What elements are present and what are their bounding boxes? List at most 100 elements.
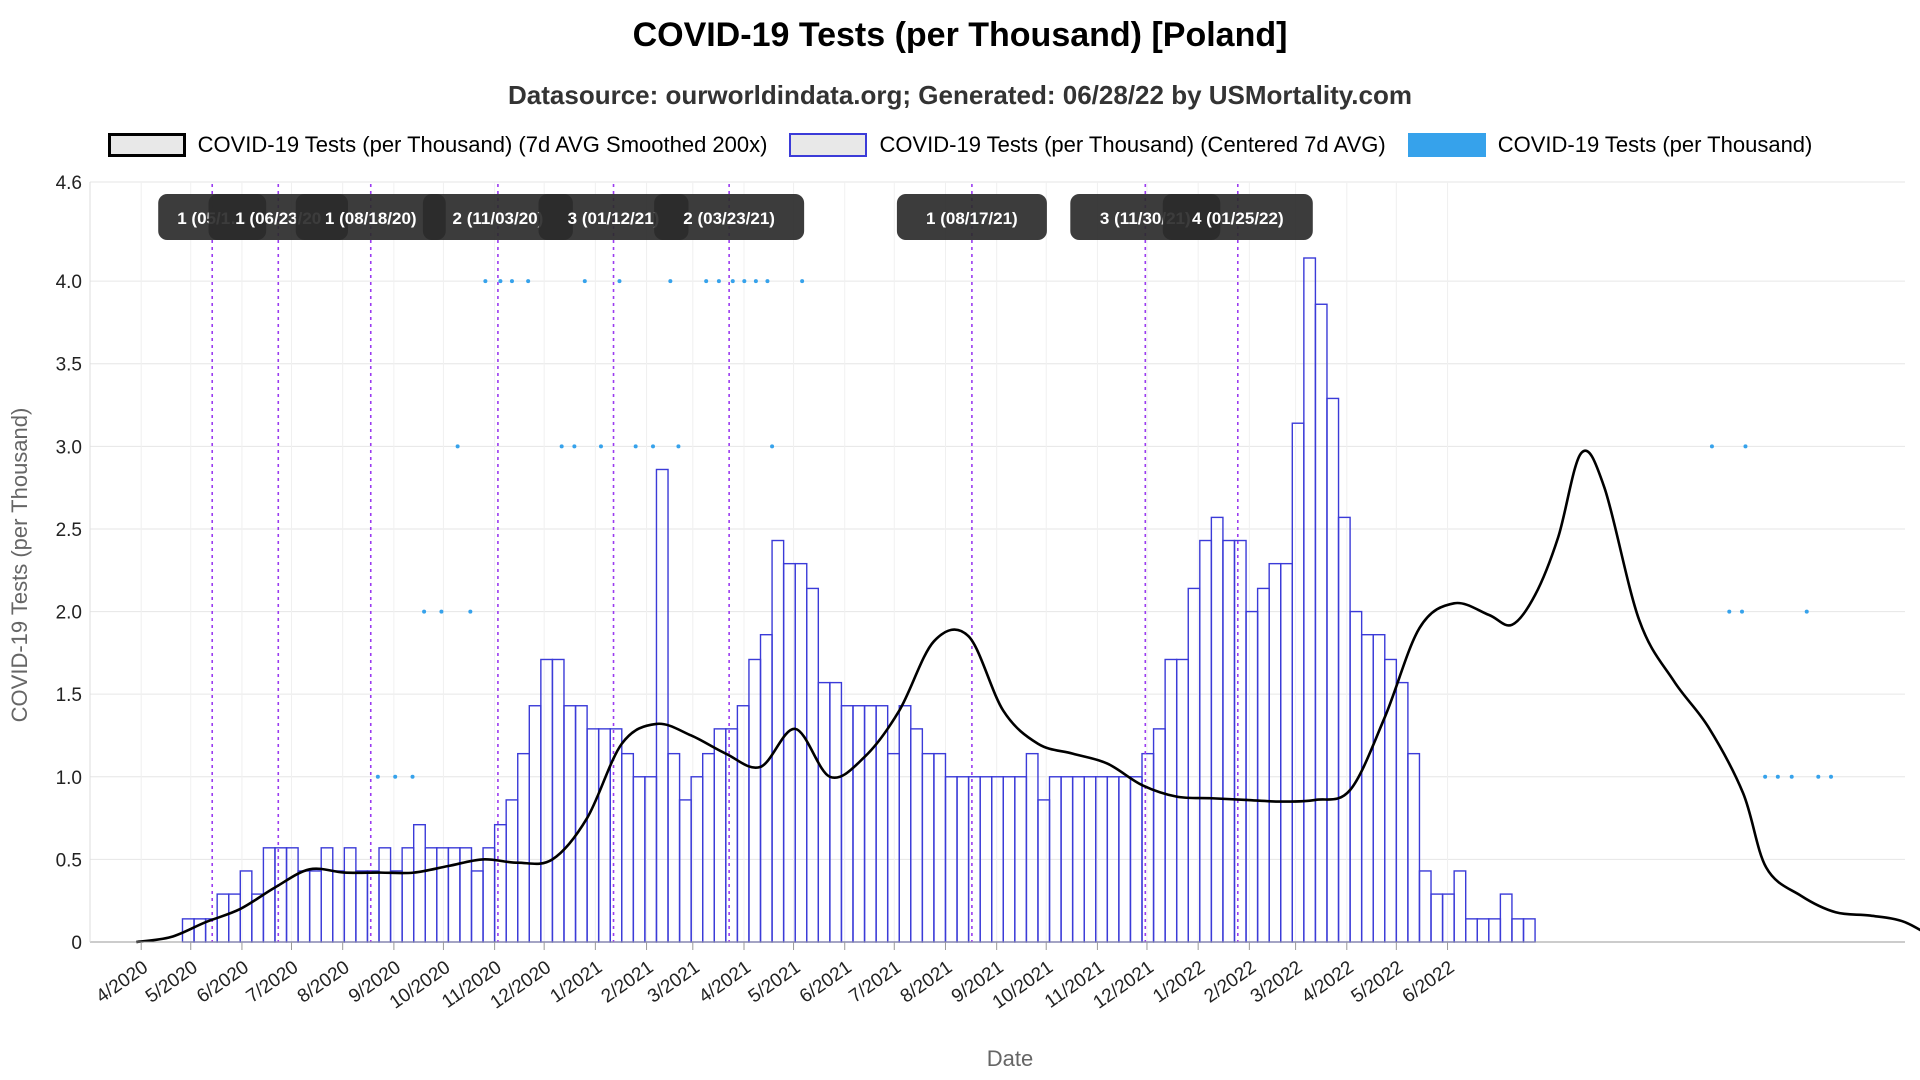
centered-avg-bar bbox=[817, 681, 831, 943]
centered-avg-bar bbox=[829, 681, 843, 943]
annotation-label: 2 (11/03/20) bbox=[422, 194, 573, 240]
centered-avg-bar bbox=[806, 587, 820, 943]
x-tick-label: 2/2021 bbox=[598, 957, 658, 1008]
x-tick-label: 2/2022 bbox=[1201, 957, 1261, 1008]
annotation-box bbox=[295, 194, 446, 240]
grid bbox=[90, 181, 1905, 943]
centered-avg-bar bbox=[1360, 633, 1374, 943]
centered-avg-bar bbox=[621, 752, 635, 943]
centered-avg-bar bbox=[1522, 918, 1536, 943]
centered-avg-bar bbox=[528, 705, 542, 943]
y-tick-label: 4.0 bbox=[56, 272, 82, 293]
centered-avg-bar bbox=[597, 728, 611, 943]
centered-avg-bar bbox=[540, 658, 554, 943]
centered-avg-bar bbox=[1372, 633, 1386, 943]
legend-item-smoothed[interactable]: COVID-19 Tests (per Thousand) (7d AVG Sm… bbox=[107, 132, 767, 158]
centered-avg-bar bbox=[1314, 303, 1328, 943]
daily-point bbox=[1816, 774, 1821, 779]
annotation-label: 1 (08/17/21) bbox=[896, 194, 1047, 240]
x-tick-label: 5/2021 bbox=[745, 957, 805, 1008]
x-tick-label: 1/2022 bbox=[1149, 957, 1209, 1008]
daily-point bbox=[1709, 444, 1714, 449]
daily-point bbox=[509, 279, 514, 284]
centered-avg-bar bbox=[401, 847, 415, 943]
daily-point bbox=[468, 609, 473, 614]
x-tick-label: 4/2020 bbox=[92, 957, 152, 1008]
centered-avg-bar bbox=[355, 870, 369, 943]
centered-avg-bar bbox=[1141, 752, 1155, 943]
centered-avg-bar bbox=[1199, 539, 1213, 943]
legend-label-daily: COVID-19 Tests (per Thousand) bbox=[1497, 132, 1813, 157]
smoothed-series bbox=[136, 449, 1920, 944]
annotation-label: 3 (01/12/21) bbox=[538, 194, 689, 240]
centered-avg-bar bbox=[574, 705, 588, 943]
daily-point bbox=[1789, 774, 1794, 779]
daily-point bbox=[1804, 609, 1809, 614]
centered-avg-bar bbox=[563, 705, 577, 943]
centered-avg-bar bbox=[1465, 918, 1478, 943]
annotation-label: 1 (08/18/20) bbox=[295, 194, 446, 240]
x-tick-label: 8/2020 bbox=[294, 957, 354, 1008]
y-tick-label: 1.0 bbox=[56, 768, 82, 789]
x-axis-label: Date bbox=[987, 1046, 1033, 1071]
centered-avg-bar bbox=[424, 847, 438, 943]
daily-point bbox=[716, 279, 721, 284]
legend-item-daily[interactable]: COVID-19 Tests (per Thousand) bbox=[1407, 132, 1813, 158]
centered-avg-bar bbox=[1453, 870, 1467, 943]
centered-avg-bar bbox=[725, 728, 739, 943]
x-tick-label: 5/2022 bbox=[1348, 957, 1408, 1008]
centered-avg-bar bbox=[436, 847, 450, 943]
x-tick-label: 6/2022 bbox=[1399, 957, 1459, 1008]
daily-point bbox=[375, 774, 380, 779]
centered-avg-bar bbox=[343, 847, 357, 943]
y-tick-label: 3.5 bbox=[56, 355, 82, 376]
centered-avg-bar bbox=[1441, 893, 1455, 943]
centered-avg-bar bbox=[667, 752, 681, 943]
centered-avg-bar bbox=[366, 870, 380, 943]
centered-avg-bar bbox=[308, 870, 322, 943]
centered-avg-bar bbox=[1395, 681, 1409, 943]
centered-avg-bar bbox=[794, 562, 808, 943]
centered-avg-bar bbox=[517, 752, 530, 943]
x-tick-label: 4/2021 bbox=[695, 957, 755, 1008]
daily-point bbox=[676, 444, 681, 449]
daily-point bbox=[668, 279, 673, 284]
daily-point bbox=[1743, 444, 1748, 449]
x-tick-label: 6/2021 bbox=[796, 957, 856, 1008]
centered-avg-bar bbox=[1499, 893, 1513, 943]
daily-point bbox=[1775, 774, 1780, 779]
daily-point bbox=[455, 444, 460, 449]
annotation-box bbox=[654, 194, 805, 240]
centered-avg-bar bbox=[228, 893, 241, 943]
x-tick-label: 7/2020 bbox=[243, 957, 303, 1008]
centered-avg-bar bbox=[1152, 728, 1166, 943]
centered-avg-bar bbox=[702, 752, 715, 943]
centered-avg-bar bbox=[748, 658, 762, 943]
centered-avg-bar bbox=[1476, 918, 1490, 943]
daily-point bbox=[483, 279, 488, 284]
daily-point bbox=[617, 279, 622, 284]
annotation-box bbox=[896, 194, 1047, 240]
daily-point bbox=[800, 279, 805, 284]
centered-avg-bar bbox=[1210, 516, 1224, 943]
legend-item-centered[interactable]: COVID-19 Tests (per Thousand) (Centered … bbox=[789, 132, 1386, 158]
centered-avg-bar bbox=[551, 658, 565, 943]
centered-avg-bar bbox=[470, 870, 484, 943]
centered-avg-bar bbox=[1037, 799, 1051, 943]
centered-avg-bar bbox=[1233, 539, 1247, 943]
centered-avg-bar bbox=[933, 752, 947, 943]
centered-avg-bar bbox=[505, 799, 519, 943]
daily-point bbox=[1727, 609, 1732, 614]
daily-point bbox=[1829, 774, 1834, 779]
centered-avg-bar bbox=[863, 705, 877, 943]
annotation-box bbox=[422, 194, 573, 240]
centered-avg-bar bbox=[378, 847, 392, 943]
annotation-text: 1 (08/18/20) bbox=[325, 209, 417, 228]
daily-point bbox=[730, 279, 735, 284]
centered-avg-bar bbox=[320, 847, 334, 943]
centered-avg-bar bbox=[852, 705, 866, 943]
daily-point bbox=[559, 444, 564, 449]
centered-avg-bar bbox=[1303, 257, 1317, 943]
centered-avg-bar bbox=[1430, 893, 1444, 943]
centered-avg-bar bbox=[1291, 422, 1305, 943]
